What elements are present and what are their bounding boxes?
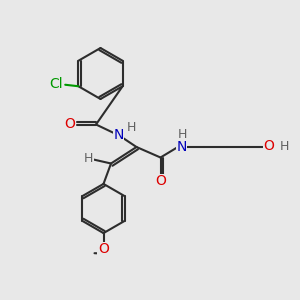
Text: O: O [64, 117, 75, 131]
Text: H: H [84, 152, 94, 165]
Text: H: H [177, 128, 187, 141]
Text: O: O [98, 242, 109, 256]
Text: N: N [113, 128, 124, 142]
Text: Cl: Cl [50, 77, 63, 91]
Text: O: O [264, 140, 274, 153]
Text: H: H [126, 121, 136, 134]
Text: H: H [279, 140, 289, 153]
Text: O: O [155, 174, 166, 188]
Text: N: N [176, 140, 187, 154]
